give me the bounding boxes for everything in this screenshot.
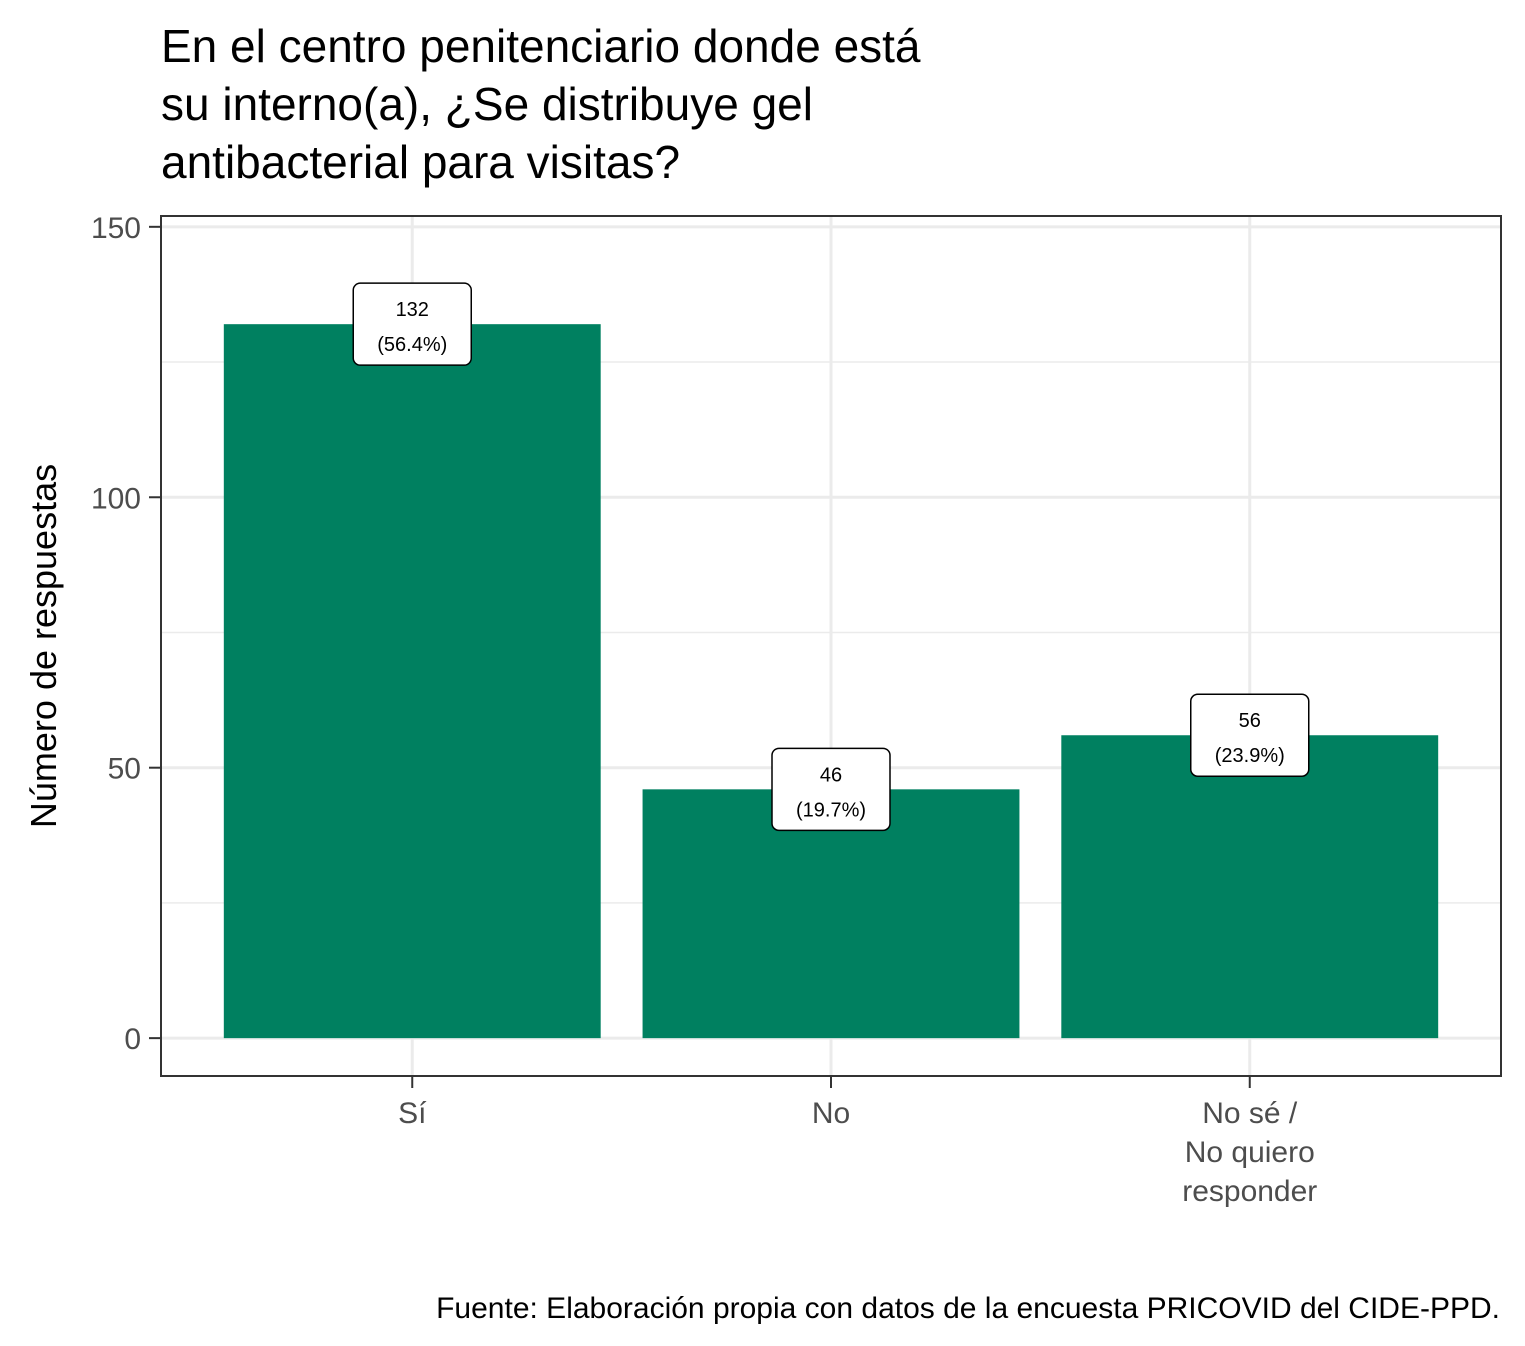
data-label-percent: (19.7%) (796, 799, 866, 821)
x-tick-label-line: No sé / (1202, 1097, 1298, 1130)
chart-title: En el centro penitenciario donde está su … (161, 20, 921, 188)
title-line: su interno(a), ¿Se distribuye gel (161, 78, 813, 130)
data-label-box (1190, 693, 1310, 777)
data-label-percent: (56.4%) (377, 334, 447, 356)
data-label: 132 (56.4%) (352, 282, 472, 366)
y-axis: 0 50 100 150 (91, 212, 161, 1056)
x-tick-label: No sé / No quiero responder (1182, 1097, 1317, 1208)
data-label-value: 132 (396, 299, 429, 321)
x-tick-label-line: No quiero (1185, 1136, 1315, 1169)
x-tick-label: No (812, 1097, 850, 1130)
x-tick-label-line: Sí (398, 1097, 427, 1130)
data-label: 56 (23.9%) (1190, 693, 1310, 777)
y-axis-title: Número de respuestas (23, 464, 64, 828)
bar (1061, 735, 1439, 1039)
x-axis: Sí No No sé / No quiero responder (398, 1076, 1317, 1208)
data-label-box (771, 747, 891, 832)
data-label-value: 56 (1239, 710, 1261, 732)
data-label-box (352, 282, 472, 366)
x-tick-label: Sí (398, 1097, 427, 1130)
data-label-percent: (23.9%) (1215, 745, 1285, 767)
title-line: antibacterial para visitas? (161, 136, 680, 188)
data-label-value: 46 (820, 764, 842, 786)
y-tick-label: 100 (91, 482, 141, 515)
y-tick-label: 50 (108, 753, 141, 786)
data-labels: 132 (56.4%) 46 (19.7%) 56 (23.9%) (352, 282, 1310, 832)
x-tick-label-line: responder (1182, 1175, 1317, 1208)
chart-caption: Fuente: Elaboración propia con datos de … (436, 1292, 1500, 1325)
x-tick-label-line: No (812, 1097, 850, 1130)
y-tick-label: 0 (124, 1023, 141, 1056)
title-line: En el centro penitenciario donde está (161, 20, 921, 72)
data-label: 46 (19.7%) (771, 747, 891, 832)
bar (223, 324, 601, 1039)
y-tick-label: 150 (91, 212, 141, 245)
bars (223, 324, 1439, 1039)
